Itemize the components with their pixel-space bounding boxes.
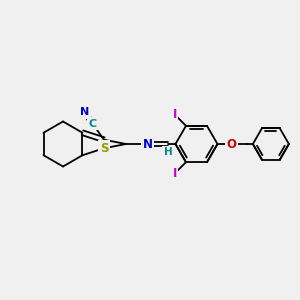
Text: O: O	[226, 137, 237, 151]
Text: C: C	[88, 119, 97, 129]
Text: S: S	[100, 142, 108, 155]
Text: I: I	[172, 167, 177, 180]
Text: H: H	[164, 147, 172, 158]
Text: N: N	[142, 137, 153, 151]
Text: N: N	[80, 107, 89, 117]
Text: I: I	[172, 108, 177, 121]
